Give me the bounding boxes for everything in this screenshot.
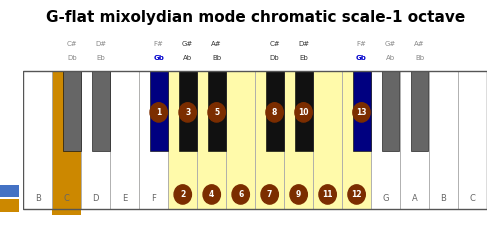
Text: 10: 10: [299, 108, 309, 117]
Text: G: G: [382, 194, 389, 203]
Text: B: B: [35, 194, 41, 203]
Bar: [284, 71, 313, 209]
Text: basicmusictheory.com: basicmusictheory.com: [7, 81, 12, 135]
Bar: [179, 71, 197, 151]
Bar: [92, 71, 110, 151]
Bar: [207, 71, 225, 151]
Circle shape: [353, 103, 370, 122]
Circle shape: [208, 103, 225, 122]
Circle shape: [319, 185, 337, 204]
Text: B: B: [238, 194, 244, 203]
Bar: [23, 71, 53, 209]
Text: E: E: [325, 194, 331, 203]
Text: A: A: [208, 194, 215, 203]
Text: D#: D#: [298, 40, 309, 47]
Text: G: G: [179, 194, 186, 203]
Text: F: F: [354, 194, 359, 203]
Text: C: C: [469, 194, 475, 203]
Text: 7: 7: [267, 190, 272, 199]
Text: Gb: Gb: [153, 55, 164, 61]
Text: Db: Db: [270, 55, 280, 61]
Text: 4: 4: [209, 190, 214, 199]
Text: 6: 6: [238, 190, 244, 199]
Bar: [313, 71, 342, 209]
Text: Eb: Eb: [96, 55, 105, 61]
Text: Gb: Gb: [356, 55, 367, 61]
Text: Bb: Bb: [415, 55, 424, 61]
Circle shape: [261, 185, 279, 204]
Text: G-flat mixolydian mode chromatic scale-1 octave: G-flat mixolydian mode chromatic scale-1…: [46, 10, 465, 25]
Text: 2: 2: [180, 190, 186, 199]
Bar: [458, 71, 487, 209]
Text: 1: 1: [156, 108, 161, 117]
Text: A#: A#: [211, 40, 222, 47]
Text: F#: F#: [154, 40, 164, 47]
Text: 5: 5: [214, 108, 219, 117]
Bar: [81, 71, 111, 209]
Bar: [429, 71, 458, 209]
Bar: [63, 71, 81, 151]
Bar: [295, 71, 313, 151]
Bar: [400, 71, 429, 209]
Text: 13: 13: [356, 108, 367, 117]
Text: B: B: [441, 194, 447, 203]
Circle shape: [290, 185, 307, 204]
Text: Ab: Ab: [386, 55, 395, 61]
Text: A: A: [412, 194, 417, 203]
Text: 11: 11: [322, 190, 333, 199]
Bar: [111, 71, 139, 209]
Circle shape: [174, 185, 191, 204]
Text: Ab: Ab: [183, 55, 192, 61]
Circle shape: [266, 103, 283, 122]
Text: C: C: [64, 194, 70, 203]
Text: D: D: [93, 194, 99, 203]
Text: 12: 12: [351, 190, 362, 199]
Circle shape: [348, 185, 365, 204]
Bar: [411, 71, 429, 151]
Text: E: E: [122, 194, 128, 203]
Text: 3: 3: [185, 108, 190, 117]
Bar: [53, 71, 81, 209]
Text: C#: C#: [269, 40, 280, 47]
Circle shape: [203, 185, 221, 204]
Bar: [23, 71, 487, 209]
Bar: [255, 71, 284, 209]
Bar: [342, 71, 371, 209]
Text: F#: F#: [356, 40, 367, 47]
Text: Db: Db: [67, 55, 76, 61]
Bar: [139, 71, 169, 209]
Bar: [150, 71, 168, 151]
Circle shape: [150, 103, 168, 122]
Circle shape: [295, 103, 312, 122]
Text: C#: C#: [66, 40, 77, 47]
Text: D#: D#: [95, 40, 106, 47]
Circle shape: [179, 103, 196, 122]
Bar: [353, 71, 371, 151]
Bar: [197, 71, 226, 209]
Text: A#: A#: [414, 40, 425, 47]
Text: 9: 9: [296, 190, 301, 199]
Bar: [265, 71, 283, 151]
Bar: [371, 71, 400, 209]
Text: C: C: [266, 194, 273, 203]
Text: G#: G#: [385, 40, 396, 47]
Text: G#: G#: [182, 40, 193, 47]
Bar: [226, 71, 255, 209]
Bar: [53, 210, 81, 215]
Text: Bb: Bb: [212, 55, 221, 61]
Text: F: F: [151, 194, 156, 203]
Bar: [139, 71, 371, 209]
Circle shape: [232, 185, 249, 204]
Bar: [381, 71, 399, 151]
Bar: [169, 71, 197, 209]
Text: Eb: Eb: [299, 55, 308, 61]
Text: 8: 8: [272, 108, 277, 117]
Text: D: D: [295, 194, 302, 203]
